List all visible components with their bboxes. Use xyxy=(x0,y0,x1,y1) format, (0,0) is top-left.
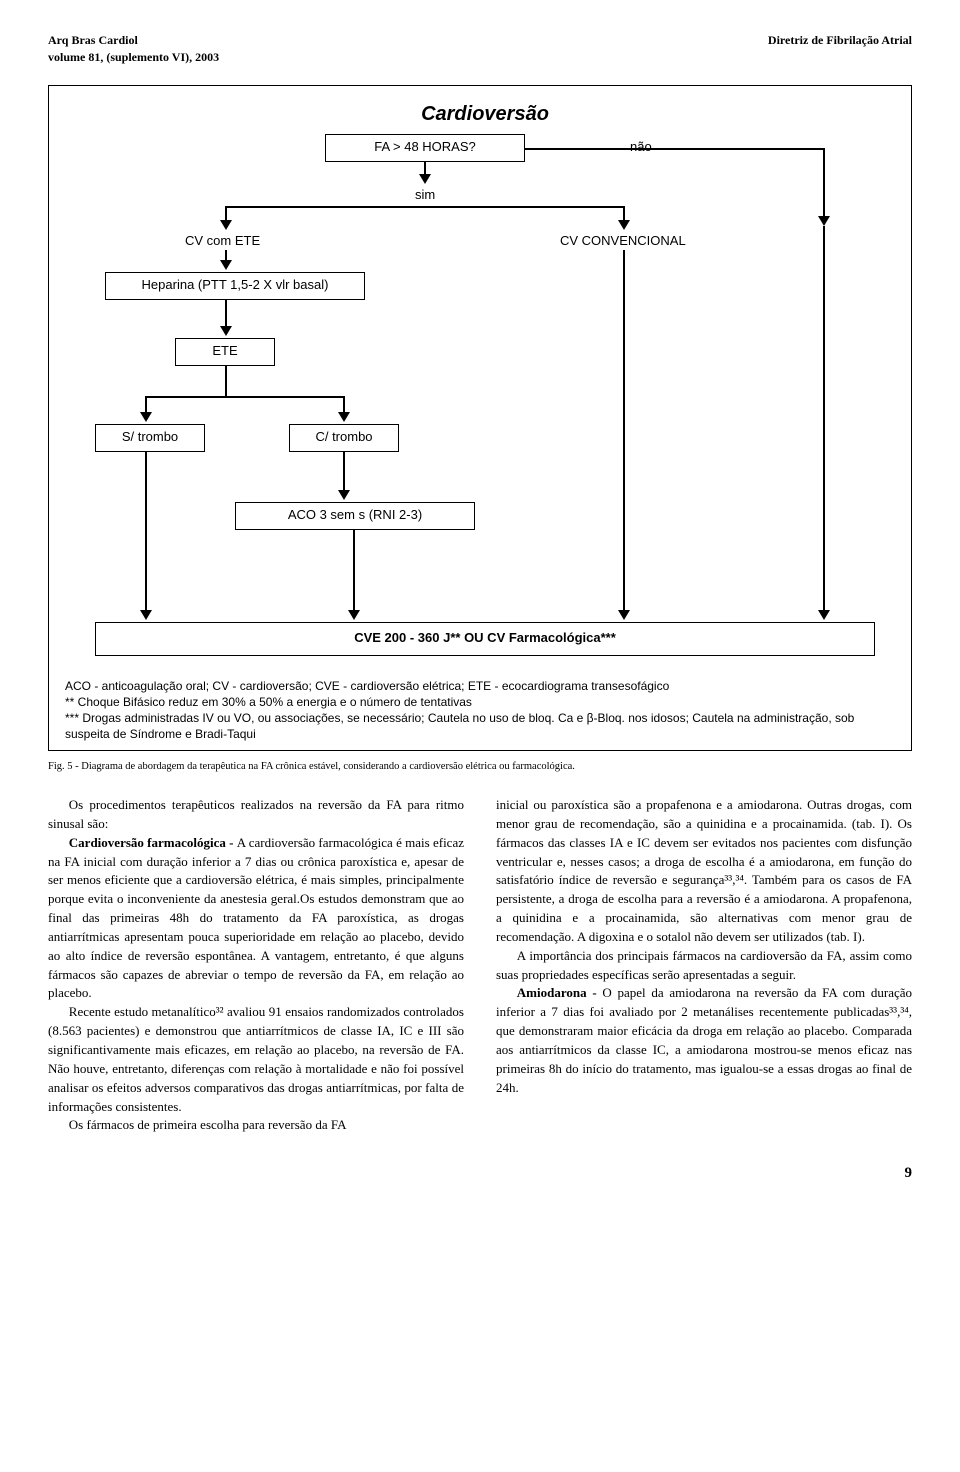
label-cv-convencional: CV CONVENCIONAL xyxy=(560,232,686,251)
box-c-trombo: C/ trombo xyxy=(289,424,399,452)
connector xyxy=(353,530,355,612)
figure-caption: Fig. 5 - Diagrama de abordagem da terapê… xyxy=(48,759,912,774)
arrowhead-icon xyxy=(220,220,232,230)
connector xyxy=(225,300,227,328)
bold-lead: Amiodarona - xyxy=(517,985,603,1000)
header-right: Diretriz de Fibrilação Atrial xyxy=(768,32,912,67)
bold-lead: Cardioversão farmacológica - xyxy=(69,835,237,850)
arrowhead-icon xyxy=(338,412,350,422)
journal-name: Arq Bras Cardiol xyxy=(48,32,219,49)
arrowhead-icon xyxy=(140,610,152,620)
box-s-trombo: S/ trombo xyxy=(95,424,205,452)
body-text: O papel da amiodarona na reversão da FA … xyxy=(496,985,912,1094)
arrowhead-icon xyxy=(220,326,232,336)
connector xyxy=(145,452,147,612)
column-left: Os procedimentos terapêuticos realizados… xyxy=(48,796,464,1135)
body-paragraph: Os fármacos de primeira escolha para rev… xyxy=(48,1116,464,1135)
body-paragraph: Recente estudo metanalítico³² avaliou 91… xyxy=(48,1003,464,1116)
connector xyxy=(525,148,825,150)
flowchart-container: Cardioversão FA > 48 HORAS? não sim CV c… xyxy=(48,85,912,751)
arrowhead-icon xyxy=(220,260,232,270)
arrowhead-icon xyxy=(818,216,830,226)
arrowhead-icon xyxy=(419,174,431,184)
body-paragraph: Cardioversão farmacológica - A cardiover… xyxy=(48,834,464,1004)
column-right: inicial ou paroxística são a propafenona… xyxy=(496,796,912,1135)
arrowhead-icon xyxy=(140,412,152,422)
body-paragraph: A importância dos principais fármacos na… xyxy=(496,947,912,985)
journal-issue: volume 81, (suplemento VI), 2003 xyxy=(48,49,219,66)
box-ete: ETE xyxy=(175,338,275,366)
arrowhead-icon xyxy=(618,220,630,230)
body-text: A cardioversão farmacológica é mais efic… xyxy=(48,835,464,1001)
page-number: 9 xyxy=(48,1163,912,1185)
box-cve: CVE 200 - 360 J** OU CV Farmacológica*** xyxy=(95,622,875,656)
header-left: Arq Bras Cardiol volume 81, (suplemento … xyxy=(48,32,219,67)
arrowhead-icon xyxy=(818,610,830,620)
connector xyxy=(823,226,825,612)
flowchart-legend: ACO - anticoagulação oral; CV - cardiove… xyxy=(65,678,885,743)
box-aco3: ACO 3 sem s (RNI 2-3) xyxy=(235,502,475,530)
arrowhead-icon xyxy=(348,610,360,620)
body-columns: Os procedimentos terapêuticos realizados… xyxy=(48,796,912,1135)
label-cv-com-ete: CV com ETE xyxy=(185,232,260,251)
box-heparina: Heparina (PTT 1,5-2 X vlr basal) xyxy=(105,272,365,300)
box-fa-duration: FA > 48 HORAS? xyxy=(325,134,525,162)
body-paragraph: Os procedimentos terapêuticos realizados… xyxy=(48,796,464,834)
arrowhead-icon xyxy=(338,490,350,500)
connector xyxy=(225,206,625,208)
body-paragraph: inicial ou paroxística são a propafenona… xyxy=(496,796,912,947)
connector xyxy=(225,366,227,396)
running-header: Arq Bras Cardiol volume 81, (suplemento … xyxy=(48,32,912,67)
arrowhead-icon xyxy=(618,610,630,620)
flowchart: Cardioversão FA > 48 HORAS? não sim CV c… xyxy=(65,100,895,740)
flowchart-title: Cardioversão xyxy=(375,100,595,129)
body-paragraph: Amiodarona - O papel da amiodarona na re… xyxy=(496,984,912,1097)
connector xyxy=(343,452,345,492)
article-title: Diretriz de Fibrilação Atrial xyxy=(768,32,912,49)
connector xyxy=(823,148,825,218)
label-sim: sim xyxy=(415,186,435,205)
connector xyxy=(145,396,345,398)
connector xyxy=(623,250,625,612)
